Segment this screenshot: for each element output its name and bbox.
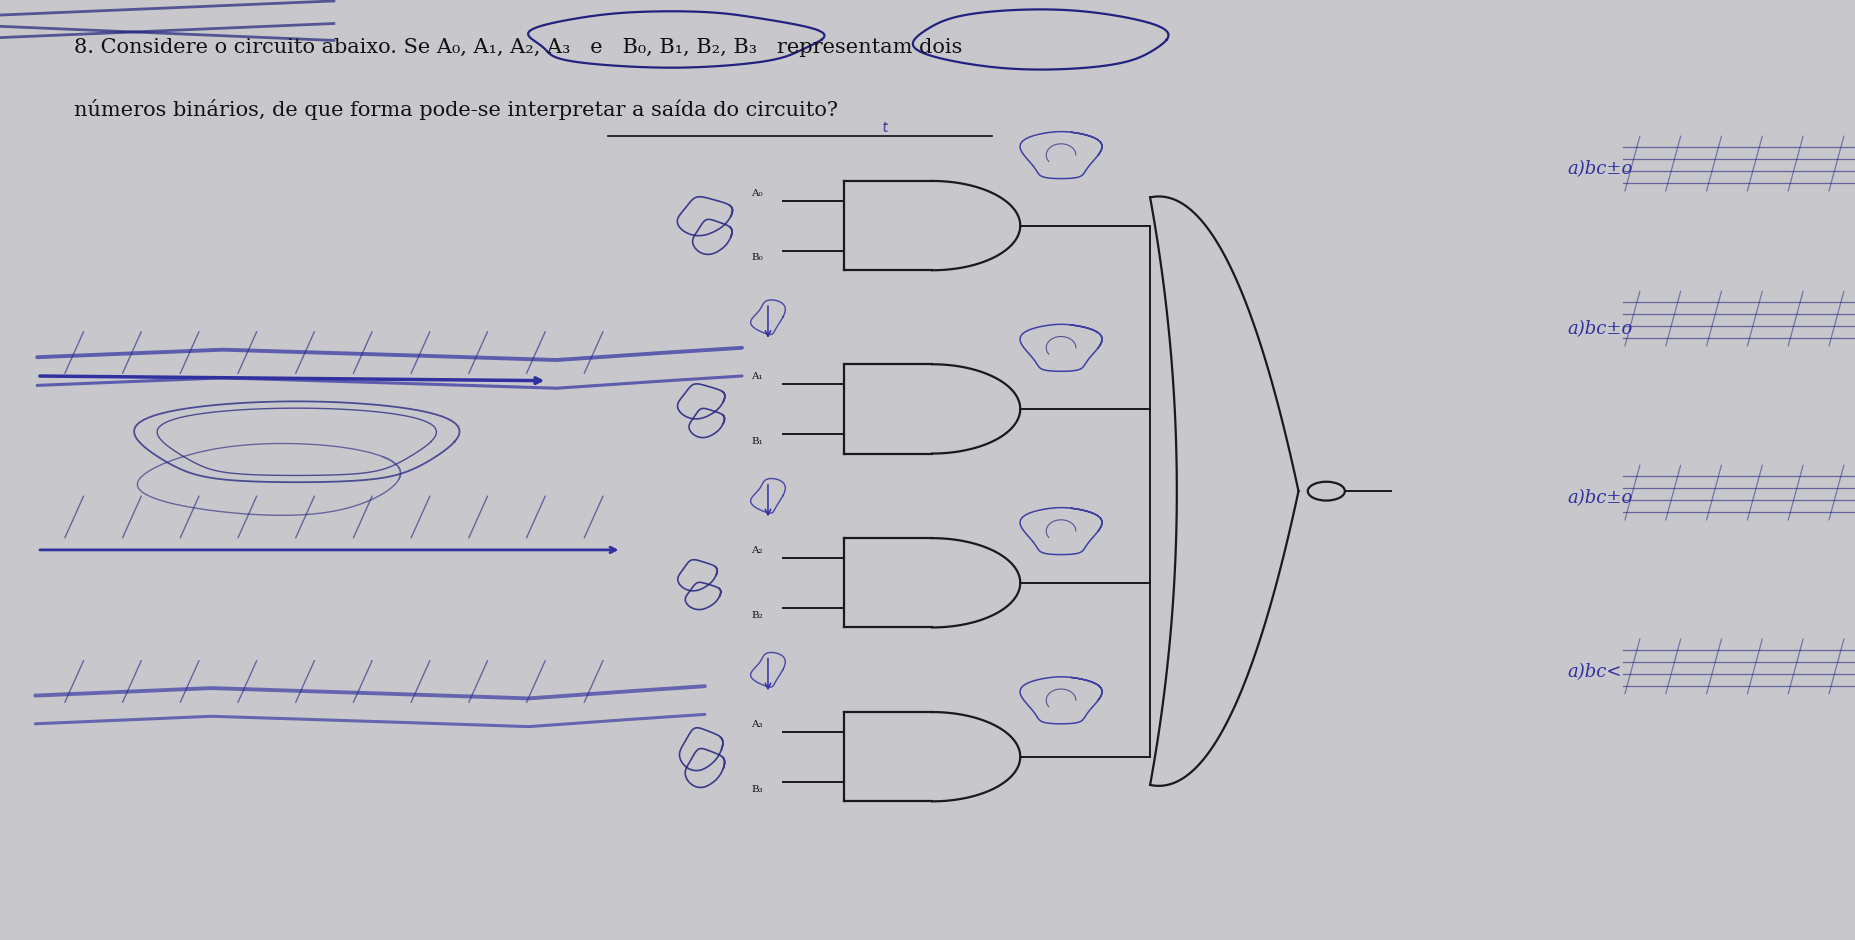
Text: 8. Considere o circuito abaixo. Se A₀, A₁, A₂, A₃   e   B₀, B₁, B₂, B₃   represe: 8. Considere o circuito abaixo. Se A₀, A… (74, 38, 963, 56)
Text: B₃: B₃ (751, 785, 762, 793)
Text: B₁: B₁ (751, 437, 762, 446)
Text: números binários, de que forma pode-se interpretar a saída do circuito?: números binários, de que forma pode-se i… (74, 99, 838, 119)
Text: t: t (881, 120, 889, 134)
Text: B₂: B₂ (751, 611, 762, 619)
Text: a)bc±o: a)bc±o (1567, 160, 1632, 178)
Text: A₁: A₁ (751, 372, 762, 381)
Text: a)bc<: a)bc< (1567, 663, 1621, 681)
Text: A₂: A₂ (751, 546, 762, 555)
Text: A₀: A₀ (751, 189, 762, 197)
Text: A₃: A₃ (751, 720, 762, 728)
Text: a)bc±o: a)bc±o (1567, 489, 1632, 507)
Text: a)bc±o: a)bc±o (1567, 320, 1632, 337)
Text: B₀: B₀ (751, 254, 762, 262)
